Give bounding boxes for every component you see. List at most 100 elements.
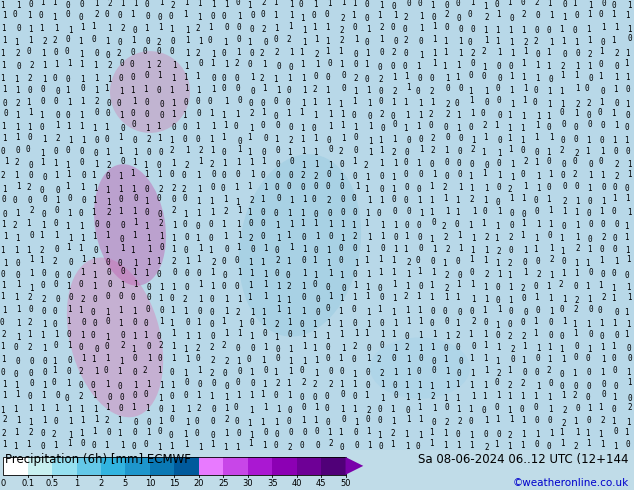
Text: 0: 0 [586, 111, 592, 120]
Text: 0: 0 [275, 246, 279, 255]
Text: 1: 1 [520, 136, 525, 145]
Text: 2: 2 [588, 50, 592, 59]
Text: 0: 0 [276, 171, 281, 180]
Text: 0: 0 [431, 366, 436, 375]
Text: 1: 1 [392, 73, 397, 82]
Text: 0: 0 [560, 108, 564, 118]
Text: 1: 1 [380, 221, 385, 230]
Text: 0: 0 [627, 34, 631, 44]
Text: 0: 0 [183, 246, 188, 255]
Text: 2: 2 [536, 270, 541, 279]
Text: 1: 1 [29, 270, 34, 278]
Text: 2: 2 [27, 183, 31, 192]
Text: 0: 0 [145, 110, 150, 119]
Text: 0: 0 [575, 343, 579, 351]
Text: 1: 1 [66, 122, 71, 131]
Text: 2: 2 [94, 97, 99, 106]
Text: 0: 0 [354, 133, 358, 142]
Text: 1: 1 [169, 319, 174, 328]
Text: 1: 1 [119, 357, 124, 366]
Text: 1: 1 [482, 354, 488, 363]
Text: 1: 1 [276, 234, 281, 243]
Text: 1: 1 [66, 317, 70, 326]
Text: 0: 0 [250, 25, 254, 34]
Text: 0: 0 [430, 257, 435, 266]
Text: 0: 0 [560, 171, 565, 179]
Text: 1: 1 [302, 307, 306, 316]
Text: 0: 0 [559, 332, 564, 342]
Text: 1: 1 [159, 232, 164, 241]
Text: 1: 1 [339, 294, 344, 303]
Text: 1: 1 [247, 38, 252, 47]
Text: 0: 0 [15, 271, 20, 280]
Text: 0: 0 [133, 26, 138, 35]
Text: 1: 1 [560, 440, 565, 448]
Text: 1: 1 [94, 184, 98, 193]
Text: 0: 0 [170, 294, 174, 303]
Text: 1: 1 [224, 307, 230, 316]
Text: 2: 2 [275, 320, 279, 329]
Text: 1: 1 [171, 245, 176, 254]
Text: 0: 0 [353, 208, 358, 217]
Text: 1: 1 [523, 84, 527, 93]
Text: 0: 0 [182, 135, 187, 145]
Text: 1: 1 [42, 381, 46, 390]
Text: 1: 1 [105, 186, 110, 195]
Text: 1: 1 [249, 431, 254, 440]
Text: 1: 1 [105, 403, 110, 412]
Text: 0: 0 [235, 171, 240, 179]
Ellipse shape [239, 154, 361, 337]
Text: 1: 1 [559, 234, 564, 243]
Text: 0: 0 [626, 343, 631, 353]
Text: 1: 1 [391, 417, 395, 426]
Text: 1: 1 [510, 49, 515, 58]
Text: 0: 0 [612, 366, 617, 375]
Text: 0: 0 [67, 356, 72, 365]
Text: 1: 1 [80, 416, 84, 425]
Text: 0: 0 [574, 282, 579, 292]
Text: 1: 1 [314, 160, 319, 169]
Text: 0: 0 [458, 25, 463, 34]
Text: 1: 1 [91, 208, 96, 217]
Text: 2: 2 [13, 221, 18, 230]
Text: 0: 0 [339, 160, 344, 170]
Text: 1: 1 [405, 282, 410, 291]
Text: 1: 1 [326, 259, 330, 268]
Text: 0: 0 [326, 354, 330, 363]
Text: 1: 1 [158, 170, 162, 179]
Text: 1: 1 [146, 235, 151, 244]
Text: 1: 1 [483, 256, 488, 266]
Text: 0: 0 [588, 305, 593, 314]
Text: 1: 1 [469, 96, 474, 105]
Text: 0: 0 [211, 405, 216, 414]
Text: 50: 50 [340, 479, 351, 488]
Text: 1: 1 [458, 183, 462, 192]
Text: 1: 1 [313, 320, 317, 329]
Text: 1: 1 [158, 317, 164, 325]
Text: 1: 1 [42, 416, 46, 425]
Text: 1: 1 [444, 381, 450, 390]
Text: 0: 0 [224, 382, 229, 391]
Text: 0: 0 [313, 280, 318, 290]
Text: 1: 1 [158, 283, 164, 292]
Text: 1: 1 [536, 344, 541, 353]
Text: 1: 1 [393, 319, 398, 328]
Text: 0: 0 [341, 84, 346, 93]
Text: 1: 1 [302, 269, 307, 278]
Text: 0: 0 [80, 439, 85, 448]
Text: 1: 1 [406, 368, 411, 377]
Text: 2: 2 [195, 24, 200, 33]
Text: 1: 1 [588, 10, 592, 19]
Text: 1: 1 [340, 110, 345, 119]
Text: 1: 1 [184, 0, 189, 7]
Text: 2: 2 [260, 49, 264, 58]
Text: 15: 15 [169, 479, 179, 488]
Text: 1: 1 [223, 443, 228, 452]
Text: 2: 2 [524, 38, 528, 47]
Text: 0: 0 [534, 86, 538, 96]
Text: 0: 0 [92, 35, 96, 44]
Text: 0: 0 [94, 220, 99, 229]
Text: 1: 1 [625, 246, 630, 255]
Text: 1: 1 [548, 170, 553, 179]
Text: 1: 1 [600, 171, 605, 180]
